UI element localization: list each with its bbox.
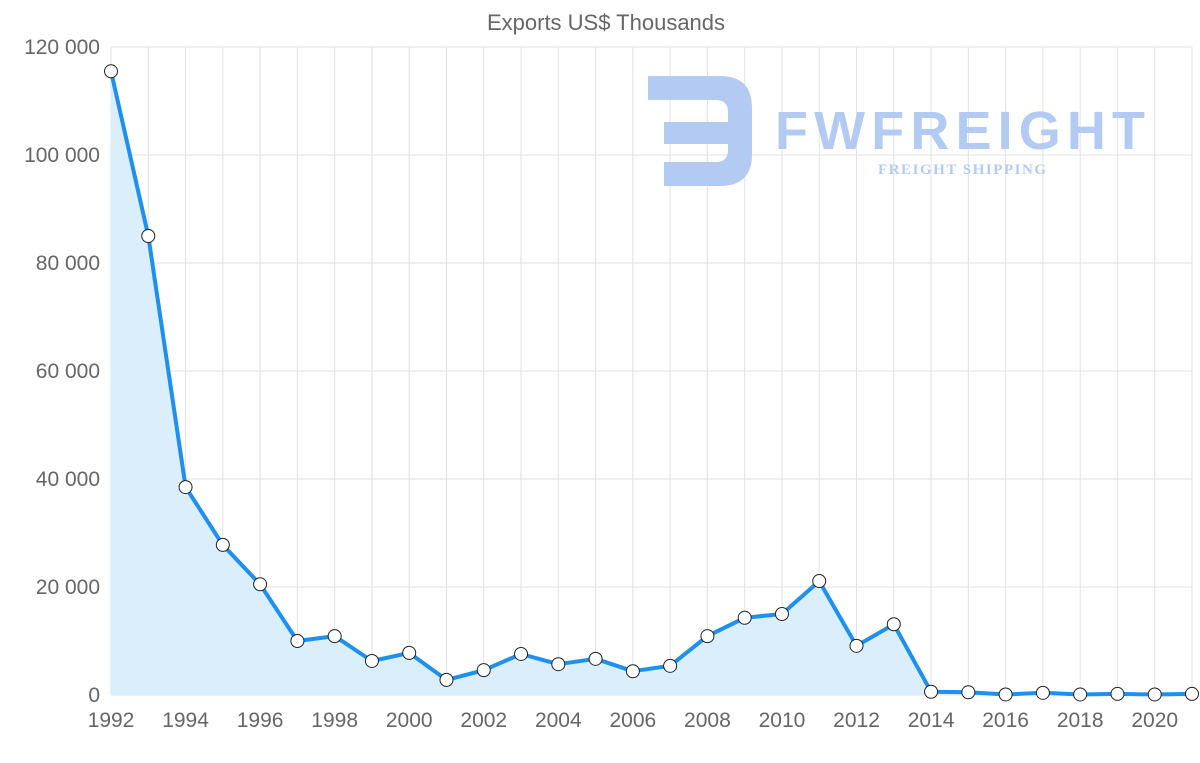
chart-title: Exports US$ Thousands (487, 10, 725, 35)
data-points (104, 64, 1199, 702)
data-point (998, 687, 1013, 702)
x-tick-label: 2010 (759, 709, 806, 732)
data-point (961, 685, 976, 700)
watermark-tagline: FREIGHT SHIPPING (878, 162, 1046, 178)
x-tick-label: 2014 (908, 709, 955, 732)
data-point (737, 610, 752, 625)
y-axis: 0 20 000 40 000 60 000 80 000 100 000 120 000 (24, 36, 100, 707)
data-point (886, 617, 901, 632)
data-point (439, 672, 454, 687)
data-point (1110, 686, 1125, 701)
watermark-brand: FWFREIGHT (775, 101, 1145, 161)
data-point (1185, 686, 1199, 701)
x-tick-label: 2004 (535, 709, 582, 732)
x-tick-label: 1992 (88, 709, 135, 732)
y-tick-label: 60 000 (36, 360, 100, 383)
data-point (514, 646, 529, 661)
data-point (290, 634, 305, 648)
y-tick-label: 0 (88, 684, 100, 707)
watermark-logo: FWFREIGHT FREIGHT SHIPPING (648, 76, 1145, 186)
data-point (476, 663, 491, 678)
x-tick-label: 2008 (684, 709, 731, 732)
data-point (551, 657, 566, 672)
x-tick-label: 2016 (982, 709, 1029, 732)
y-tick-label: 80 000 (36, 252, 100, 275)
x-tick-label: 1996 (237, 709, 284, 732)
x-tick-label: 1994 (162, 709, 209, 732)
data-point (924, 684, 939, 699)
y-tick-label: 40 000 (36, 468, 100, 491)
data-point (1147, 687, 1162, 702)
data-point (1073, 687, 1088, 702)
data-point (588, 651, 603, 666)
y-tick-label: 20 000 (36, 576, 100, 599)
data-point (215, 537, 230, 552)
x-tick-label: 2000 (386, 709, 433, 732)
data-point (663, 658, 678, 673)
logo-mark-icon (648, 76, 752, 186)
data-point (849, 638, 864, 653)
data-point (700, 629, 715, 644)
x-tick-label: 2006 (610, 709, 657, 732)
x-tick-label: 1998 (311, 709, 358, 732)
x-tick-label: 2002 (460, 709, 507, 732)
x-axis: 1992 1994 1996 1998 2000 2002 2004 2006 2008 2010… (88, 709, 1178, 732)
data-point (364, 653, 379, 668)
data-point (141, 229, 156, 243)
x-tick-label: 2012 (833, 709, 880, 732)
x-tick-label: 2018 (1057, 709, 1104, 732)
gridlines (110, 46, 1193, 696)
data-point (253, 577, 268, 592)
data-point (625, 664, 640, 679)
y-tick-label: 100 000 (24, 144, 100, 167)
data-point (178, 480, 193, 495)
data-point (327, 629, 342, 644)
data-point (774, 607, 789, 621)
x-tick-label: 2020 (1131, 709, 1178, 732)
data-point (402, 645, 417, 660)
data-point (1035, 685, 1050, 700)
data-point (104, 64, 118, 79)
y-tick-label: 120 000 (24, 36, 100, 59)
data-point (812, 574, 827, 589)
series-area (111, 71, 1192, 696)
